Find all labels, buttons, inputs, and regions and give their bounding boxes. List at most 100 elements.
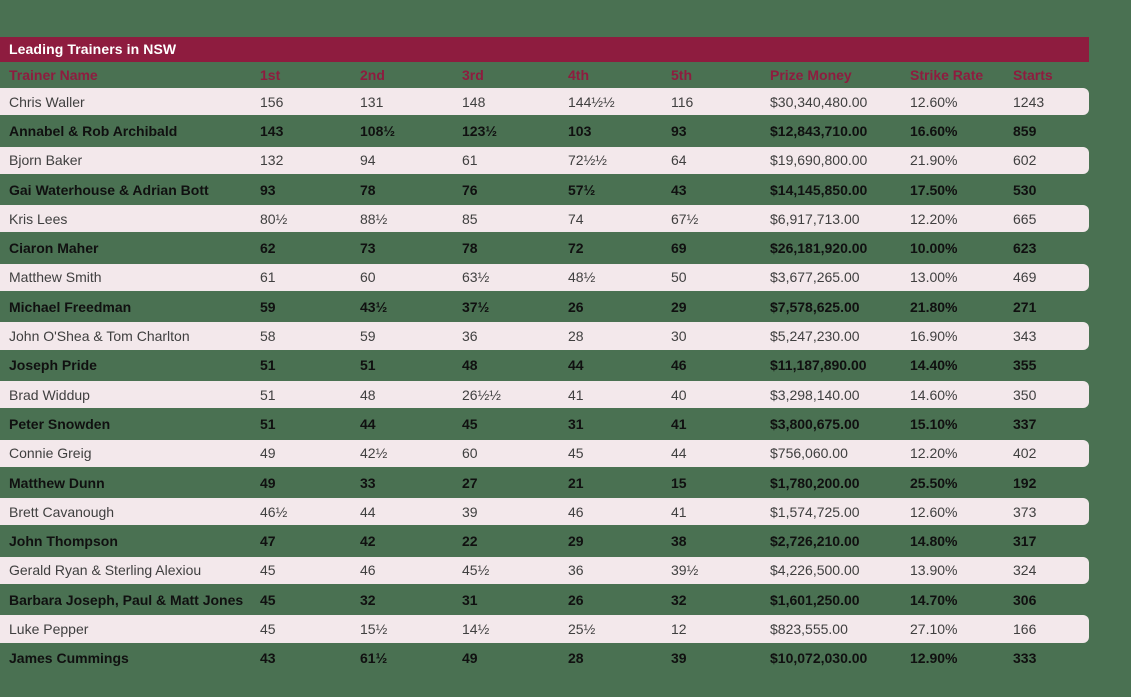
cell-trainer-name: Bjorn Baker — [9, 152, 83, 169]
cell-5th: 41 — [671, 415, 687, 432]
cell-3rd: 60 — [462, 445, 478, 462]
cell-4th: 25½ — [568, 620, 596, 637]
cell-5th: 39½ — [671, 562, 699, 579]
cell-prize-money: $1,601,250.00 — [770, 591, 860, 608]
cell-strike-rate: 13.00% — [910, 269, 958, 286]
cell-trainer-name: Luke Pepper — [9, 620, 89, 637]
cell-3rd: 49 — [462, 650, 478, 667]
cell-starts: 192 — [1013, 474, 1037, 491]
cell-5th: 50 — [671, 269, 687, 286]
cell-prize-money: $19,690,800.00 — [770, 152, 868, 169]
cell-prize-money: $5,247,230.00 — [770, 328, 860, 345]
table-row: John Thompson 47 42 22 29 38 $2,726,210.00 14.8… — [0, 527, 1089, 554]
cell-3rd: 123½ — [462, 122, 498, 139]
cell-starts: 355 — [1013, 357, 1037, 374]
cell-1st: 51 — [260, 386, 276, 403]
cell-starts: 306 — [1013, 591, 1037, 608]
cell-4th: 72 — [568, 240, 584, 257]
cell-5th: 32 — [671, 591, 687, 608]
cell-trainer-name: Joseph Pride — [9, 357, 97, 374]
cell-3rd: 78 — [462, 240, 478, 257]
cell-5th: 39 — [671, 650, 687, 667]
cell-starts: 530 — [1013, 181, 1037, 198]
cell-strike-rate: 27.10% — [910, 620, 958, 637]
cell-5th: 67½ — [671, 210, 699, 227]
cell-1st: 62 — [260, 240, 276, 257]
cell-1st: 49 — [260, 474, 276, 491]
cell-prize-money: $756,060.00 — [770, 445, 848, 462]
cell-starts: 469 — [1013, 269, 1037, 286]
table-row: John O'Shea & Tom Charlton 58 59 36 28 30 $5,2… — [0, 322, 1089, 350]
cell-4th: 28 — [568, 650, 584, 667]
cell-3rd: 27 — [462, 474, 478, 491]
cell-1st: 49 — [260, 445, 276, 462]
cell-1st: 61 — [260, 269, 276, 286]
cell-2nd: 15½ — [360, 620, 388, 637]
cell-starts: 343 — [1013, 328, 1037, 345]
cell-strike-rate: 12.90% — [910, 650, 958, 667]
cell-starts: 623 — [1013, 240, 1037, 257]
cell-strike-rate: 16.60% — [910, 122, 958, 139]
cell-trainer-name: Matthew Smith — [9, 269, 102, 286]
cell-4th: 21 — [568, 474, 584, 491]
cell-1st: 51 — [260, 415, 276, 432]
cell-starts: 373 — [1013, 503, 1037, 520]
cell-2nd: 33 — [360, 474, 376, 491]
cell-4th: 44 — [568, 357, 584, 374]
cell-4th: 41 — [568, 386, 584, 403]
cell-4th: 46 — [568, 503, 584, 520]
cell-1st: 143 — [260, 122, 284, 139]
cell-2nd: 108½ — [360, 122, 396, 139]
cell-prize-money: $10,072,030.00 — [770, 650, 868, 667]
cell-prize-money: $6,917,713.00 — [770, 210, 860, 227]
header-cell-2nd: 2nd — [360, 67, 385, 83]
cell-trainer-name: Chris Waller — [9, 93, 85, 110]
cell-starts: 337 — [1013, 415, 1037, 432]
header-cell-4th: 4th — [568, 67, 589, 83]
table-row: Joseph Pride 51 51 48 44 46 $11,187,890.00 14.4… — [0, 352, 1089, 379]
cell-4th: 28 — [568, 328, 584, 345]
cell-4th: 72½½ — [568, 152, 607, 169]
table-row: Brett Cavanough 46½ 44 39 46 41 $1,574,725.00 1… — [0, 498, 1089, 526]
cell-1st: 43 — [260, 650, 276, 667]
cell-prize-money: $11,187,890.00 — [770, 357, 867, 374]
cell-prize-money: $3,800,675.00 — [770, 415, 860, 432]
cell-5th: 30 — [671, 328, 687, 345]
cell-5th: 43 — [671, 181, 687, 198]
table-row: Connie Greig 49 42½ 60 45 44 $756,060.00 12.20%… — [0, 439, 1089, 467]
cell-starts: 166 — [1013, 620, 1037, 637]
cell-2nd: 94 — [360, 152, 376, 169]
cell-trainer-name: Annabel & Rob Archibald — [9, 122, 178, 139]
cell-prize-money: $7,578,625.00 — [770, 298, 860, 315]
cell-2nd: 46 — [360, 562, 376, 579]
cell-4th: 26 — [568, 298, 584, 315]
cell-strike-rate: 12.20% — [910, 445, 958, 462]
header-cell-3rd: 3rd — [462, 67, 484, 83]
cell-3rd: 31 — [462, 591, 478, 608]
cell-4th: 36 — [568, 562, 584, 579]
cell-prize-money: $14,145,850.00 — [770, 181, 868, 198]
cell-1st: 45 — [260, 562, 276, 579]
cell-1st: 156 — [260, 93, 284, 110]
cell-4th: 45 — [568, 445, 584, 462]
cell-2nd: 48 — [360, 386, 376, 403]
cell-2nd: 73 — [360, 240, 376, 257]
cell-2nd: 51 — [360, 357, 376, 374]
cell-4th: 29 — [568, 533, 584, 550]
cell-trainer-name: James Cummings — [9, 650, 129, 667]
cell-2nd: 44 — [360, 503, 376, 520]
cell-2nd: 43½ — [360, 298, 388, 315]
cell-3rd: 45 — [462, 415, 478, 432]
table-row: Matthew Smith 61 60 63½ 48½ 50 $3,677,265.00 13… — [0, 263, 1089, 292]
cell-trainer-name: Kris Lees — [9, 210, 68, 227]
cell-2nd: 59 — [360, 328, 376, 345]
table-row: Chris Waller 156 131 148 144½½ 116 $30,340,480… — [0, 88, 1089, 116]
cell-2nd: 131 — [360, 93, 384, 110]
cell-1st: 80½ — [260, 210, 288, 227]
table-row: Bjorn Baker 132 94 61 72½½ 64 $19,690,800.00 21… — [0, 146, 1089, 174]
header-cell-strike-rate: Strike Rate — [910, 67, 984, 83]
table-row: Ciaron Maher 62 73 78 72 69 $26,181,920.00 10.0… — [0, 234, 1089, 261]
cell-starts: 271 — [1013, 298, 1037, 315]
table-title-bar: Leading Trainers in NSW — [0, 37, 1089, 62]
cell-5th: 46 — [671, 357, 687, 374]
